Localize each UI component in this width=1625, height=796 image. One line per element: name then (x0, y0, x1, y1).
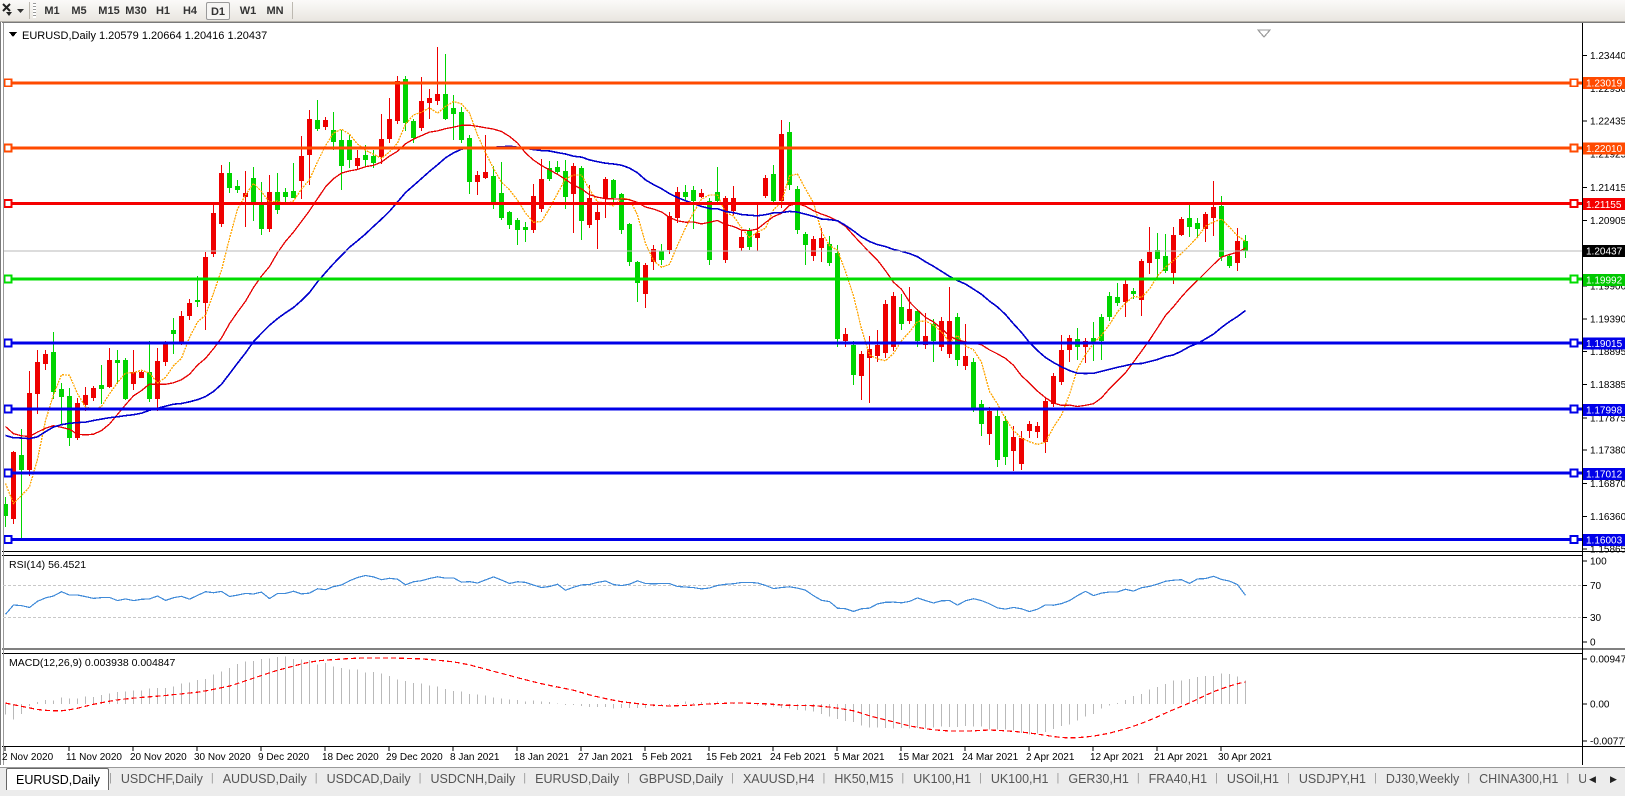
svg-text:11 Nov 2020: 11 Nov 2020 (66, 752, 122, 763)
svg-text:1.19992: 1.19992 (1586, 276, 1623, 287)
svg-text:1.16360: 1.16360 (1590, 512, 1625, 523)
svg-text:1.16003: 1.16003 (1586, 535, 1623, 546)
svg-text:100: 100 (1590, 557, 1607, 568)
svg-text:9 Dec 2020: 9 Dec 2020 (258, 752, 310, 763)
svg-text:1.19015: 1.19015 (1586, 339, 1623, 350)
svg-text:1.22930: 1.22930 (1590, 84, 1625, 95)
svg-text:1.18385: 1.18385 (1590, 380, 1625, 391)
svg-text:1.21415: 1.21415 (1590, 183, 1625, 194)
svg-text:1.23440: 1.23440 (1590, 51, 1625, 62)
svg-text:24 Feb 2021: 24 Feb 2021 (770, 752, 827, 763)
svg-text:18 Dec 2020: 18 Dec 2020 (322, 752, 379, 763)
svg-text:27 Jan 2021: 27 Jan 2021 (578, 752, 633, 763)
svg-text:15 Mar 2021: 15 Mar 2021 (898, 752, 955, 763)
svg-text:5 Feb 2021: 5 Feb 2021 (642, 752, 693, 763)
svg-text:1.22435: 1.22435 (1590, 116, 1625, 127)
svg-text:1.19900: 1.19900 (1590, 282, 1625, 293)
svg-text:-0.007778: -0.007778 (1590, 736, 1625, 747)
svg-text:RSI(14) 56.4521: RSI(14) 56.4521 (9, 559, 86, 571)
svg-text:1.19390: 1.19390 (1590, 315, 1625, 326)
svg-text:1.23019: 1.23019 (1586, 78, 1623, 89)
svg-text:30 Nov 2020: 30 Nov 2020 (194, 752, 251, 763)
svg-text:1.20905: 1.20905 (1590, 216, 1625, 227)
svg-text:70: 70 (1590, 581, 1602, 592)
svg-text:1.15865: 1.15865 (1590, 544, 1625, 555)
svg-text:12 Apr 2021: 12 Apr 2021 (1090, 752, 1144, 763)
svg-text:18 Jan 2021: 18 Jan 2021 (514, 752, 569, 763)
svg-text:1.22010: 1.22010 (1586, 144, 1623, 155)
svg-text:1.21155: 1.21155 (1586, 200, 1622, 211)
svg-text:1.17998: 1.17998 (1586, 406, 1623, 417)
svg-text:1.17875: 1.17875 (1590, 413, 1625, 424)
svg-text:1.20437: 1.20437 (1586, 247, 1623, 258)
svg-text:1.16870: 1.16870 (1590, 479, 1625, 490)
svg-text:1.21925: 1.21925 (1590, 150, 1625, 161)
svg-text:2 Nov 2020: 2 Nov 2020 (2, 752, 54, 763)
svg-text:0: 0 (1590, 638, 1596, 649)
svg-text:1.17012: 1.17012 (1586, 470, 1623, 481)
svg-text:EURUSD,Daily 1.20579 1.20664: EURUSD,Daily 1.20579 1.20664 1.20416 1.2… (22, 30, 267, 42)
svg-text:1.18895: 1.18895 (1590, 347, 1625, 358)
svg-text:2 Apr 2021: 2 Apr 2021 (1026, 752, 1075, 763)
svg-text:21 Apr 2021: 21 Apr 2021 (1154, 752, 1208, 763)
svg-text:30 Apr 2021: 30 Apr 2021 (1218, 752, 1272, 763)
svg-text:24 Mar 2021: 24 Mar 2021 (962, 752, 1019, 763)
svg-text:29 Dec 2020: 29 Dec 2020 (386, 752, 443, 763)
svg-text:0.00: 0.00 (1590, 700, 1610, 711)
svg-text:1.17380: 1.17380 (1590, 446, 1625, 457)
svg-text:5 Mar 2021: 5 Mar 2021 (834, 752, 885, 763)
svg-text:20 Nov 2020: 20 Nov 2020 (130, 752, 187, 763)
svg-text:0.009478: 0.009478 (1590, 655, 1625, 666)
svg-text:30: 30 (1590, 613, 1602, 624)
svg-text:MACD(12,26,9) 0.003938 0.00484: MACD(12,26,9) 0.003938 0.004847 (9, 657, 176, 669)
svg-text:8 Jan 2021: 8 Jan 2021 (450, 752, 500, 763)
svg-text:15 Feb 2021: 15 Feb 2021 (706, 752, 763, 763)
